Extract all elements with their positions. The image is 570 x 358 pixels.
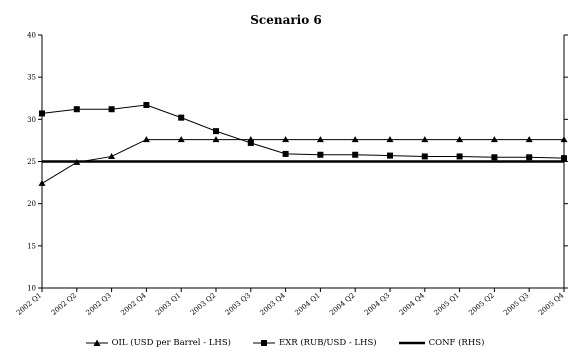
x-tick-label: 2003 Q1 [154,291,182,317]
x-tick-label: 2002 Q4 [119,291,148,317]
data-point-exr [561,155,567,162]
x-tick-label: 2005 Q2 [467,291,495,317]
x-tick-label: 2003 Q4 [259,291,288,317]
line-chart: Scenario 6 10 15 20 25 30 35 40 2002 Q1 2002 Q2… [15,13,568,317]
data-point-oil [386,136,394,143]
data-point-exr [282,150,289,157]
data-point-oil [351,136,359,143]
x-tick-label: 2004 Q4 [398,291,427,317]
legend-label-conf: CONF (RHS) [428,338,485,348]
x-tick-label: 2003 Q2 [189,291,217,317]
data-point-oil [421,136,429,143]
data-point-oil [142,136,150,143]
data-point-exr [317,151,324,158]
series-group [38,101,568,186]
data-point-oil [38,179,46,186]
x-tick-label: 2002 Q3 [85,291,113,317]
data-point-oil [282,136,290,143]
y-tick-label: 10 [27,285,36,293]
data-point-exr [491,154,498,161]
data-point-exr [39,110,45,117]
y-tick-label: 25 [27,158,36,166]
thick-line-icon [398,341,425,345]
legend-item-conf: CONF (RHS) [398,338,485,348]
data-point-oil [525,136,533,143]
data-point-oil [490,136,498,143]
data-point-oil [212,136,220,143]
square-marker-icon [252,340,275,346]
data-point-exr [213,128,219,135]
x-tick-label: 2005 Q1 [433,291,461,317]
data-point-oil [560,136,568,143]
data-point-exr [108,106,115,113]
x-tick-label: 2004 Q3 [363,291,391,317]
y-tick-label: 30 [27,116,36,124]
legend-item-exr: EXR (RUB/USD - LHS) [252,338,377,348]
legend-label-exr: EXR (RUB/USD - LHS) [278,338,377,348]
data-point-exr [247,139,254,146]
data-point-oil [177,136,185,143]
triangle-marker-icon [85,339,108,346]
chart-title: Scenario 6 [250,13,322,27]
y-tick-label: 40 [27,32,36,40]
data-point-exr [526,154,533,161]
x-tick-label: 2004 Q2 [328,291,356,317]
legend: OIL (USD per Barrel - LHS) EXR (RUB/USD … [0,338,570,348]
data-point-oil [316,136,324,143]
x-axis-ticks: 2002 Q1 2002 Q2 2002 Q3 2002 Q4 2003 Q1 2003 … [15,288,566,317]
series-line-0 [41,139,564,184]
legend-label-oil: OIL (USD per Barrel - LHS) [111,338,231,348]
legend-item-oil: OIL (USD per Barrel - LHS) [85,338,231,348]
y-axis-ticks: 10 15 20 25 30 35 40 [27,32,568,293]
x-tick-label: 2002 Q2 [50,291,78,317]
x-tick-label: 2003 Q3 [224,291,252,317]
x-tick-label: 2005 Q3 [502,291,530,317]
x-tick-label: 2004 Q1 [293,291,321,317]
x-tick-label: 2002 Q1 [15,291,43,317]
data-point-exr [73,106,80,113]
data-point-exr [352,151,359,158]
data-point-exr [456,153,463,160]
x-tick-label: 2005 Q4 [537,291,566,317]
data-point-exr [421,153,428,160]
data-point-exr [387,152,393,159]
series-line-1 [41,104,565,159]
y-tick-label: 35 [27,74,36,82]
data-point-oil [108,152,116,159]
data-point-oil [456,136,464,143]
y-tick-label: 20 [27,200,36,208]
y-tick-label: 15 [27,242,36,250]
data-point-exr [178,114,185,121]
data-point-exr [143,101,150,108]
